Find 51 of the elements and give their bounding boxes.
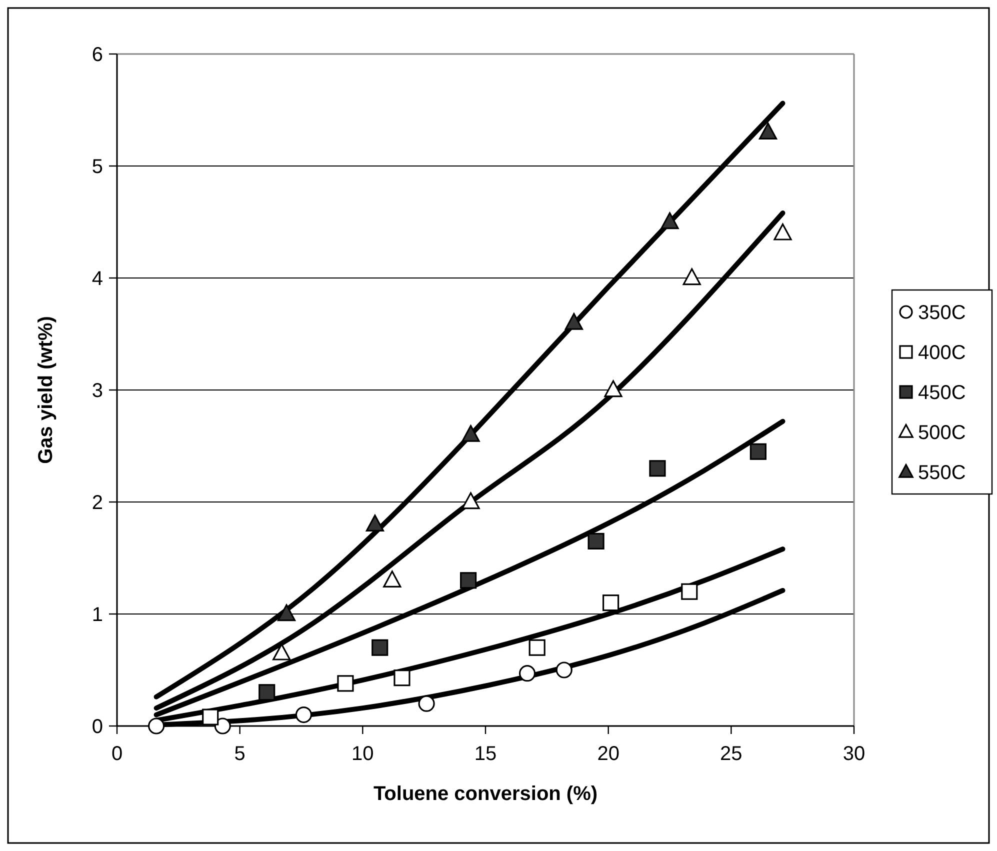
- x-tick-label: 0: [111, 743, 123, 765]
- point: [460, 572, 477, 589]
- legend-label: 450C: [918, 382, 966, 404]
- y-tick-label: 2: [92, 492, 103, 514]
- point: [462, 492, 480, 510]
- y-tick-label: 3: [92, 380, 103, 402]
- point: [272, 643, 291, 660]
- y-tick-label: 0: [92, 716, 103, 738]
- point: [148, 718, 165, 734]
- point: [758, 122, 778, 140]
- legend-label: 550C: [918, 462, 966, 484]
- x-tick-label: 25: [720, 743, 742, 765]
- point: [462, 425, 480, 442]
- legend-label: 400C: [918, 342, 966, 364]
- x-tick-label: 30: [842, 743, 866, 765]
- x-tick-label: 10: [352, 743, 374, 765]
- y-axis-title: Gas yield (wt%): [35, 316, 57, 464]
- point: [394, 670, 410, 686]
- point: [750, 443, 766, 460]
- point: [528, 639, 546, 656]
- point: [258, 684, 276, 701]
- point: [660, 212, 679, 230]
- point: [372, 639, 388, 656]
- x-tick-label: 5: [234, 743, 246, 765]
- point: [295, 706, 312, 724]
- x-axis-title: Toluene conversion (%): [373, 783, 598, 805]
- x-tick-label: 15: [474, 743, 497, 765]
- x-tick-label: 20: [597, 743, 620, 765]
- point: [277, 604, 296, 622]
- point: [682, 268, 701, 286]
- point: [564, 313, 583, 330]
- point: [418, 695, 435, 712]
- point: [383, 570, 402, 588]
- point: [602, 594, 620, 612]
- point: [518, 665, 536, 682]
- point: [604, 380, 622, 398]
- point: [366, 514, 384, 532]
- y-tick-label: 6: [92, 44, 103, 66]
- legend-label: 350C: [918, 302, 966, 324]
- legend-label: 500C: [918, 422, 966, 444]
- point: [337, 675, 354, 692]
- y-tick-label: 5: [92, 156, 103, 178]
- point: [774, 223, 792, 240]
- point: [588, 532, 604, 550]
- point: [202, 708, 219, 726]
- y-tick-label: 4: [92, 268, 103, 290]
- y-tick-label: 1: [92, 604, 103, 626]
- point: [214, 718, 231, 734]
- point: [649, 460, 666, 477]
- point: [681, 583, 698, 600]
- point: [556, 662, 572, 678]
